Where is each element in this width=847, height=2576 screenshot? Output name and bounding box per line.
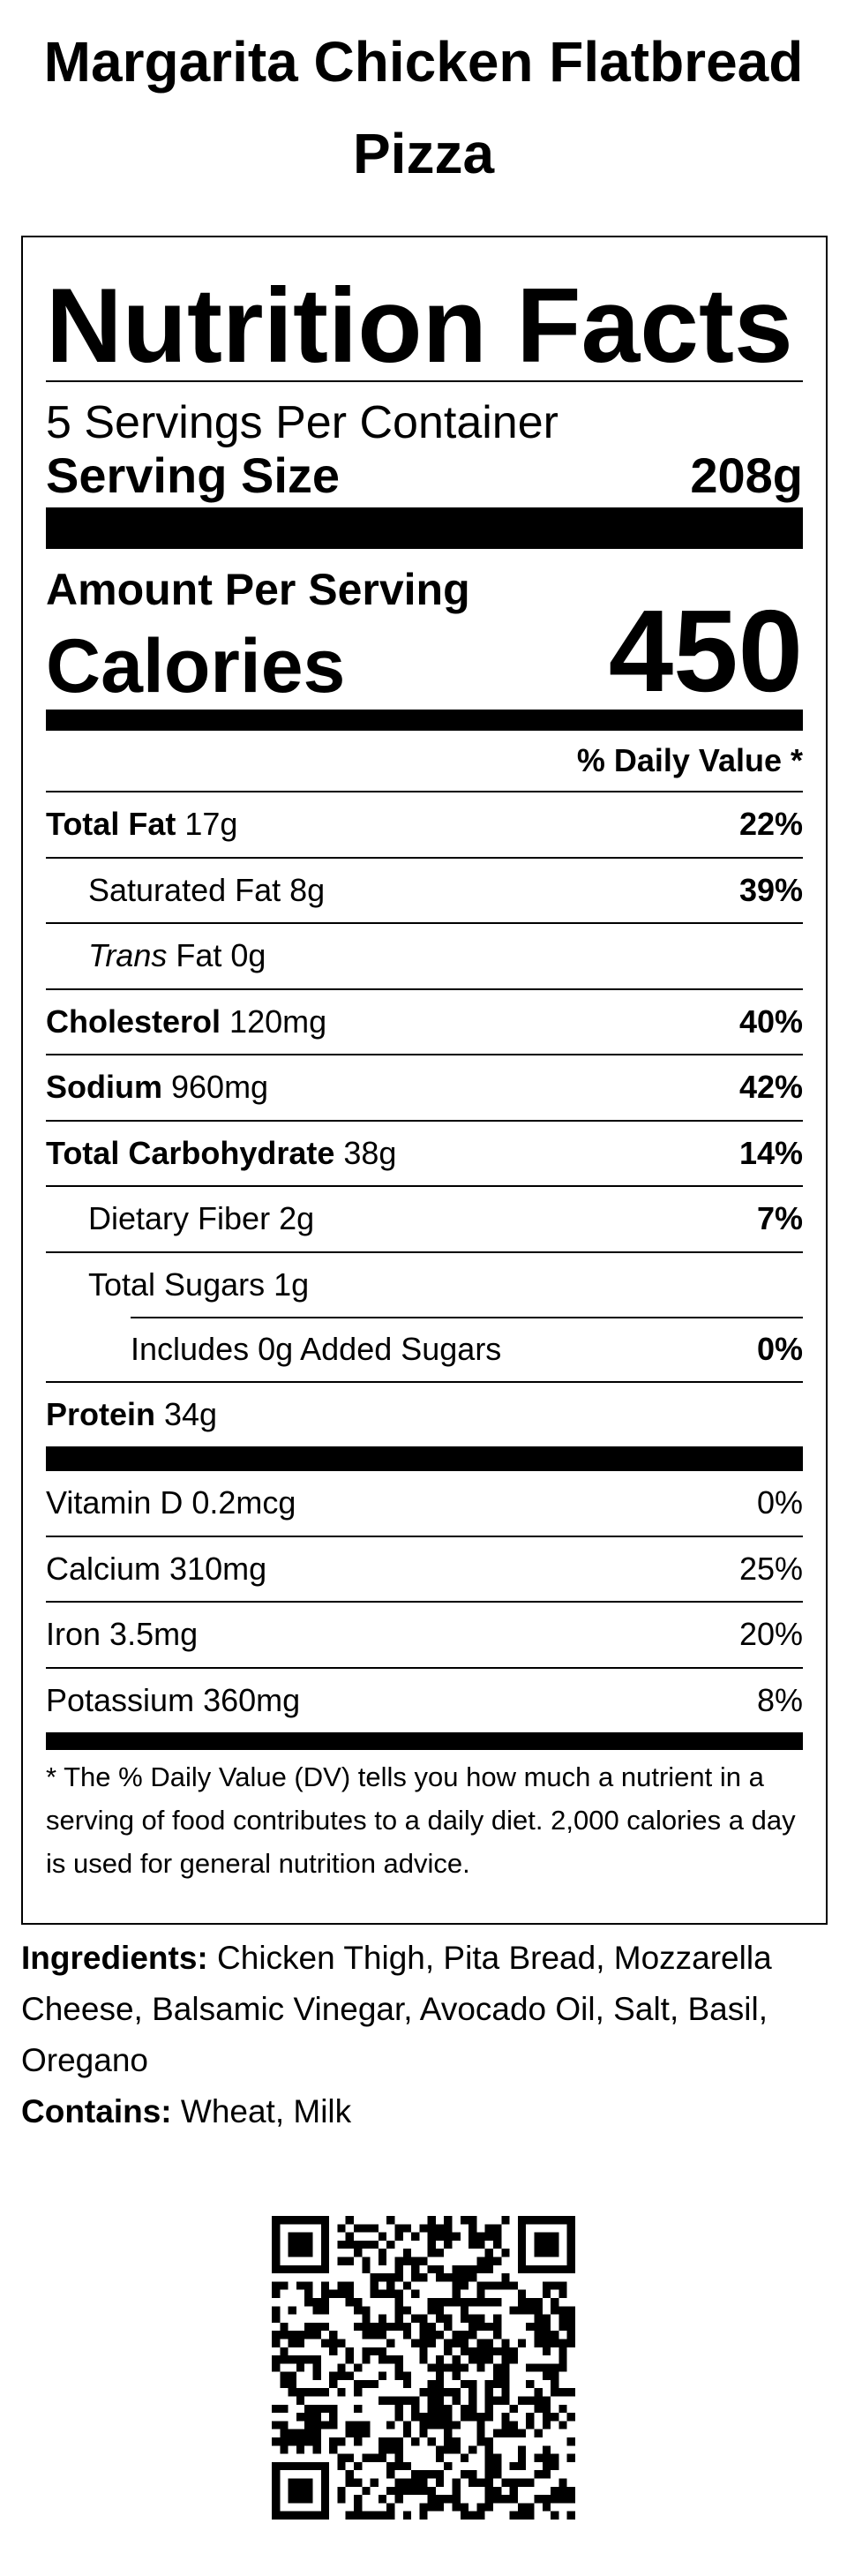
thick-rule	[46, 1446, 803, 1471]
nutrient-name: Includes 0g Added Sugars	[131, 1331, 502, 1368]
vitamin-list: Vitamin D 0.2mcg 0% Calcium 310mg 25% Iron 3.…	[46, 1471, 803, 1732]
nutrient-amount: 0g	[230, 937, 266, 974]
serving-size-value: 208g	[690, 447, 803, 503]
qr-code	[272, 2216, 575, 2520]
vitamin-row: Potassium 360mg 8%	[46, 1669, 803, 1733]
thick-rule	[46, 710, 803, 731]
nutrient-row: Total Sugars 1g	[46, 1253, 803, 1318]
calories-label: Calories	[46, 624, 346, 709]
nutrient-row: Protein 34g	[46, 1383, 803, 1447]
contains: Contains: Wheat, Milk	[21, 2086, 826, 2137]
contains-text: Wheat, Milk	[180, 2093, 352, 2129]
ingredients-label: Ingredients:	[21, 1940, 208, 1976]
nutrient-dv: 42%	[738, 1069, 803, 1106]
nutrient-dv: 0%	[756, 1331, 803, 1368]
ingredients-text: Chicken Thigh, Pita Bread, Mozzarella Ch…	[21, 1940, 772, 2078]
amount-per-serving: Amount Per Serving	[46, 565, 470, 614]
nutrient-name: Dietary Fiber	[88, 1200, 271, 1237]
vitamin-name: Vitamin D	[46, 1484, 184, 1521]
nutrient-row: Sodium 960mg 42%	[46, 1055, 803, 1122]
vitamin-dv: 0%	[756, 1484, 803, 1521]
nutrient-list: Total Fat 17g 22% Saturated Fat 8g 39% Tran…	[46, 792, 803, 1446]
nutrient-name: Protein	[46, 1395, 156, 1432]
nutrient-amount: 38g	[343, 1134, 397, 1171]
vitamin-amount: 3.5mg	[109, 1616, 199, 1653]
nutrient-row: Total Fat 17g 22%	[46, 792, 803, 859]
vitamin-dv: 20%	[738, 1616, 803, 1653]
vitamin-amount: 0.2mcg	[191, 1484, 296, 1521]
thick-rule	[46, 1732, 803, 1750]
ingredients-section: Ingredients: Chicken Thigh, Pita Bread, …	[21, 1933, 826, 2137]
vitamin-name: Calcium	[46, 1550, 161, 1587]
label-heading: Nutrition Facts	[46, 273, 803, 382]
nutrient-row: Trans Fat 0g	[46, 924, 803, 990]
vitamin-amount: 360mg	[203, 1681, 301, 1718]
nutrient-amount: 2g	[279, 1200, 315, 1237]
rule	[131, 1317, 803, 1318]
nutrient-name: Sodium	[46, 1069, 162, 1106]
nutrient-amount: 34g	[164, 1395, 218, 1432]
product-title: Margarita Chicken Flatbread Pizza	[43, 30, 804, 185]
nutrient-name: Cholesterol	[46, 1003, 221, 1040]
vitamin-dv: 8%	[756, 1681, 803, 1718]
nutrient-row: Total Carbohydrate 38g 14%	[46, 1122, 803, 1187]
nutrient-name: Fat	[176, 937, 222, 974]
vitamin-row: Iron 3.5mg 20%	[46, 1603, 803, 1669]
nutrient-dv: 14%	[738, 1134, 803, 1171]
vitamin-name: Iron	[46, 1616, 101, 1653]
nutrient-amount: 960mg	[171, 1069, 269, 1106]
qr-modules	[272, 2216, 575, 2520]
thick-rule	[46, 507, 803, 549]
nutrient-dv: 22%	[738, 806, 803, 843]
nutrient-dv: 7%	[756, 1200, 803, 1237]
label-content: Nutrition Facts 5 Servings Per Container…	[46, 237, 803, 1885]
nutrient-dv: 40%	[738, 1003, 803, 1040]
nutrient-name: Total Sugars	[88, 1265, 266, 1303]
calories-value: 450	[608, 586, 803, 716]
footnote: * The % Daily Value (DV) tells you how m…	[46, 1761, 796, 1879]
vitamin-row: Vitamin D 0.2mcg 0%	[46, 1471, 803, 1537]
calories: Calories 450	[46, 593, 803, 710]
nutrient-name: Total Fat	[46, 806, 176, 843]
nutrient-amount: 1g	[274, 1265, 310, 1303]
nutrient-name-italic: Trans	[88, 937, 168, 974]
ingredients: Ingredients: Chicken Thigh, Pita Bread, …	[21, 1933, 826, 2086]
nutrient-name: Saturated Fat	[88, 871, 281, 908]
vitamin-name: Potassium	[46, 1681, 195, 1718]
nutrient-row: Cholesterol 120mg 40%	[46, 990, 803, 1055]
vitamin-amount: 310mg	[169, 1550, 267, 1587]
nutrient-row: Dietary Fiber 2g 7%	[46, 1187, 803, 1253]
nutrient-amount: 8g	[289, 871, 326, 908]
servings: 5 Servings Per Container	[46, 397, 558, 448]
nutrient-amount: 17g	[184, 806, 238, 843]
nutrient-dv: 39%	[738, 871, 803, 908]
daily-value-header: % Daily Value *	[46, 731, 803, 792]
nutrient-row: Saturated Fat 8g 39%	[46, 859, 803, 924]
vitamin-row: Calcium 310mg 25%	[46, 1537, 803, 1603]
serving-size-label: Serving Size	[46, 447, 341, 503]
nutrient-amount: 120mg	[229, 1003, 327, 1040]
nutrition-label: Nutrition Facts 5 Servings Per Container…	[21, 236, 828, 1925]
nutrient-row: Includes 0g Added Sugars 0%	[46, 1318, 803, 1383]
contains-label: Contains:	[21, 2093, 172, 2129]
nutrient-name: Total Carbohydrate	[46, 1134, 335, 1171]
serving-size: Serving Size 208g	[46, 447, 803, 504]
vitamin-dv: 25%	[738, 1550, 803, 1587]
